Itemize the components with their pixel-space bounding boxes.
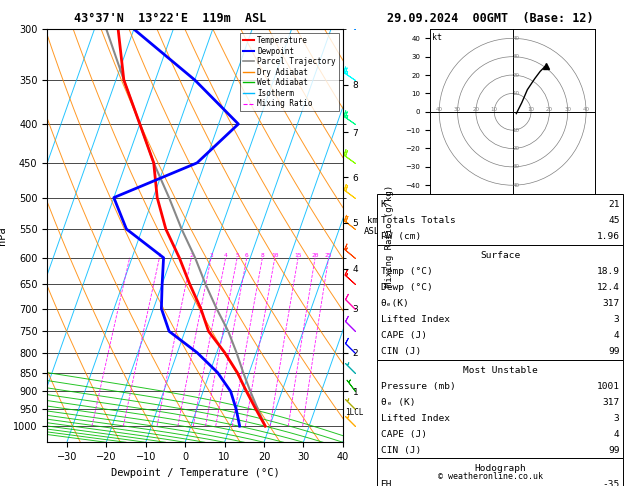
Text: 25: 25: [325, 253, 332, 258]
Text: 2: 2: [189, 253, 193, 258]
Text: CIN (J): CIN (J): [381, 347, 421, 356]
Text: 5: 5: [235, 253, 239, 258]
Text: 99: 99: [608, 446, 620, 455]
Text: 1LCL: 1LCL: [345, 408, 364, 417]
Text: θₑ (K): θₑ (K): [381, 398, 415, 407]
Text: kt: kt: [432, 33, 442, 42]
Text: 3: 3: [614, 414, 620, 423]
X-axis label: Dewpoint / Temperature (°C): Dewpoint / Temperature (°C): [111, 468, 279, 478]
Text: 40: 40: [582, 107, 589, 112]
Text: θₑ(K): θₑ(K): [381, 299, 409, 308]
Text: 30: 30: [513, 54, 520, 59]
Text: Most Unstable: Most Unstable: [463, 365, 537, 375]
Text: 45: 45: [608, 216, 620, 226]
Text: 40: 40: [513, 183, 520, 188]
Text: 30: 30: [564, 107, 571, 112]
Text: 3: 3: [209, 253, 213, 258]
Text: 10: 10: [528, 107, 535, 112]
Text: 30: 30: [454, 107, 461, 112]
Text: 18.9: 18.9: [596, 267, 620, 276]
Text: Lifted Index: Lifted Index: [381, 315, 450, 324]
Text: Temp (°C): Temp (°C): [381, 267, 432, 276]
Text: K: K: [381, 200, 386, 209]
Text: 21: 21: [608, 200, 620, 209]
Text: CAPE (J): CAPE (J): [381, 331, 426, 340]
Text: PW (cm): PW (cm): [381, 232, 421, 242]
Text: 317: 317: [603, 299, 620, 308]
Text: 20: 20: [472, 107, 479, 112]
Text: Hodograph: Hodograph: [474, 464, 526, 473]
Text: Mixing Ratio (g/kg): Mixing Ratio (g/kg): [386, 185, 394, 287]
Text: 317: 317: [603, 398, 620, 407]
Text: 1001: 1001: [596, 382, 620, 391]
Text: 12.4: 12.4: [596, 283, 620, 292]
Text: Surface: Surface: [480, 251, 520, 260]
Text: © weatheronline.co.uk: © weatheronline.co.uk: [438, 472, 543, 481]
Text: 1: 1: [157, 253, 161, 258]
Text: 20: 20: [513, 72, 520, 78]
Text: 10: 10: [271, 253, 279, 258]
Text: 4: 4: [614, 331, 620, 340]
Text: 20: 20: [546, 107, 553, 112]
Y-axis label: hPa: hPa: [0, 226, 8, 245]
Text: 6: 6: [245, 253, 248, 258]
Text: 29.09.2024  00GMT  (Base: 12): 29.09.2024 00GMT (Base: 12): [387, 12, 594, 25]
Y-axis label: km
ASL: km ASL: [364, 216, 380, 236]
Text: Lifted Index: Lifted Index: [381, 414, 450, 423]
Text: Pressure (mb): Pressure (mb): [381, 382, 455, 391]
Text: EH: EH: [381, 480, 392, 486]
Text: 1.96: 1.96: [596, 232, 620, 242]
Text: 10: 10: [513, 128, 520, 133]
Text: 4: 4: [614, 430, 620, 439]
Text: 8: 8: [260, 253, 264, 258]
Legend: Temperature, Dewpoint, Parcel Trajectory, Dry Adiabat, Wet Adiabat, Isotherm, Mi: Temperature, Dewpoint, Parcel Trajectory…: [240, 33, 339, 111]
Text: 3: 3: [614, 315, 620, 324]
Text: 20: 20: [513, 146, 520, 151]
Text: 99: 99: [608, 347, 620, 356]
Text: 43°37'N  13°22'E  119m  ASL: 43°37'N 13°22'E 119m ASL: [74, 12, 266, 25]
Text: Dewp (°C): Dewp (°C): [381, 283, 432, 292]
Text: 15: 15: [294, 253, 302, 258]
Text: 4: 4: [224, 253, 228, 258]
Text: 40: 40: [436, 107, 443, 112]
Text: CIN (J): CIN (J): [381, 446, 421, 455]
Text: Totals Totals: Totals Totals: [381, 216, 455, 226]
Text: 30: 30: [513, 164, 520, 169]
Text: 10: 10: [491, 107, 498, 112]
Text: 10: 10: [513, 91, 520, 96]
Text: -35: -35: [603, 480, 620, 486]
Text: CAPE (J): CAPE (J): [381, 430, 426, 439]
Text: 40: 40: [513, 36, 520, 41]
Text: 20: 20: [311, 253, 319, 258]
